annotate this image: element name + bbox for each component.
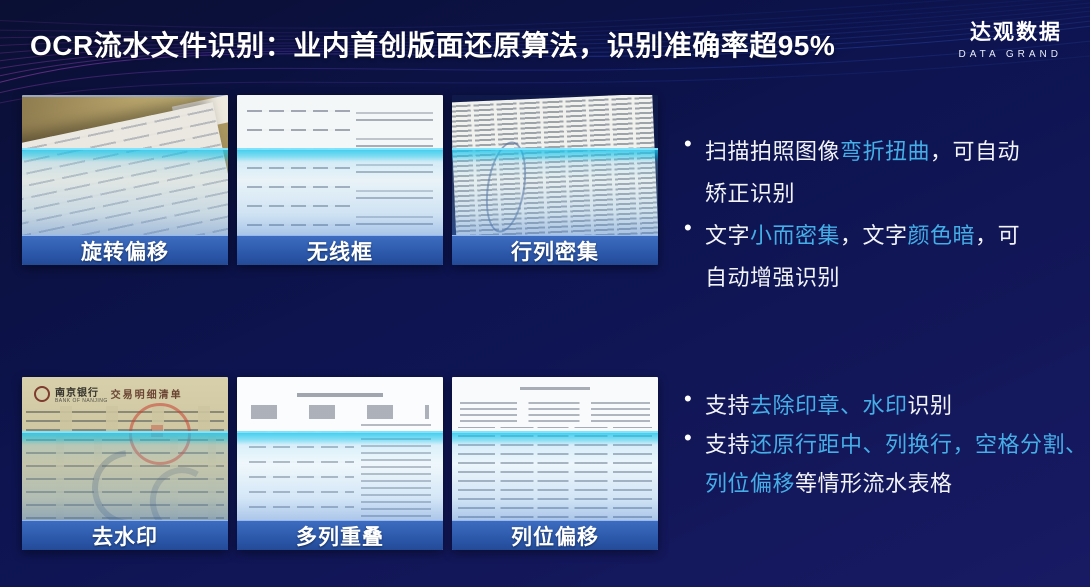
card-label-text: 无线框 bbox=[307, 240, 373, 264]
brand-logo-subtitle: DATA GRAND bbox=[958, 49, 1062, 60]
sample-card-watermark-removal: 南京银行 BANK OF NANJING 交易明细清单 去水印 bbox=[22, 377, 228, 550]
brand-logo: 达观数据 DATA GRAND bbox=[958, 16, 1062, 60]
page-title: OCR流水文件识别：业内首创版面还原算法，识别准确率超95% bbox=[30, 30, 836, 61]
card-label: 旋转偏移 bbox=[22, 235, 228, 265]
brand-logo-name: 达观数据 bbox=[970, 21, 1062, 44]
card-label-text: 行列密集 bbox=[511, 240, 599, 264]
bullet-item: 支持还原行距中、列换行，空格分割、列位偏移等情形流水表格 bbox=[684, 425, 1087, 503]
bullet-item: 支持去除印章、水印识别 bbox=[684, 386, 1086, 425]
bank-logo-icon bbox=[34, 385, 51, 402]
sample-card-no-frame: 无线框 bbox=[237, 95, 443, 265]
card-label: 列位偏移 bbox=[452, 520, 658, 550]
bank-name-en: BANK OF NANJING bbox=[54, 397, 108, 404]
card-label: 行列密集 bbox=[452, 235, 658, 265]
feature-bullets-bottom: 支持去除印章、水印识别 支持还原行距中、列换行，空格分割、列位偏移等情形流水表格 bbox=[684, 386, 1087, 503]
card-label-text: 多列重叠 bbox=[296, 525, 384, 549]
card-label-text: 旋转偏移 bbox=[81, 240, 169, 264]
sample-card-dense-grid: 行列密集 bbox=[452, 95, 658, 265]
card-label-text: 列位偏移 bbox=[511, 525, 599, 549]
sample-card-rotation-offset: 旋转偏移 bbox=[22, 95, 228, 265]
card-label: 去水印 bbox=[22, 520, 228, 550]
statement-title: 交易明细清单 bbox=[110, 389, 183, 401]
bank-name: 南京银行 bbox=[54, 387, 99, 399]
card-label: 无线框 bbox=[237, 235, 443, 265]
card-label-text: 去水印 bbox=[92, 525, 158, 549]
sample-card-column-overlap: 多列重叠 bbox=[237, 377, 443, 550]
sample-card-column-shift: 列位偏移 bbox=[452, 377, 658, 550]
card-label: 多列重叠 bbox=[237, 520, 443, 550]
